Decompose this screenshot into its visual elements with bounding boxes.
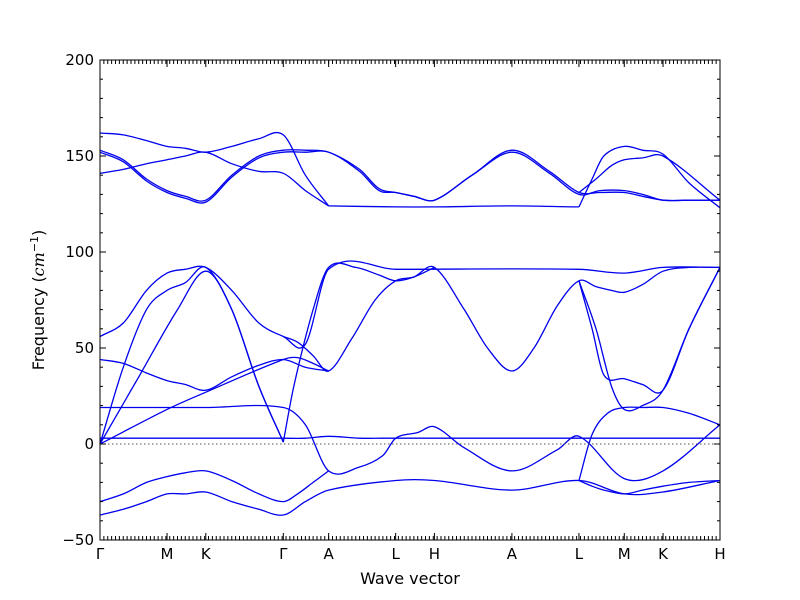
phonon-band-13 <box>99 358 329 392</box>
y-tick-label: 0 <box>84 435 94 453</box>
x-axis-label: Wave vector <box>360 569 460 588</box>
y-axis: −50 0 50 100 150 200 <box>62 51 720 549</box>
y-axis-label: Frequency (cm−1) <box>28 230 48 371</box>
phonon-band-21 <box>578 479 721 495</box>
plot-frame <box>99 59 721 541</box>
x-tick-label: L <box>391 545 400 563</box>
y-tick-label: 200 <box>65 51 94 69</box>
phonon-band-5 <box>328 205 580 208</box>
x-tick-label: L <box>575 545 584 563</box>
y-tick-label: −50 <box>62 531 94 549</box>
x-tick-label: Γ <box>96 545 105 563</box>
phonon-band-19 <box>99 469 329 503</box>
y-tick-label: 150 <box>65 147 94 165</box>
x-tick-label: K <box>658 545 669 563</box>
phonon-band-7 <box>578 153 721 201</box>
x-tick-label: A <box>507 545 518 563</box>
y-axis-label-text: Frequency ( <box>29 276 48 370</box>
x-tick-label: A <box>323 545 334 563</box>
phonon-band-8 <box>99 260 721 349</box>
phonon-band-3 <box>99 150 720 204</box>
phonon-band-14 <box>99 356 329 445</box>
phonon-band-15 <box>578 267 721 394</box>
band-lines <box>99 131 721 516</box>
phonon-band-16 <box>578 267 721 412</box>
phonon-band-4 <box>99 151 329 207</box>
y-tick-label: 100 <box>65 243 94 261</box>
phonon-band-11 <box>282 262 721 443</box>
phonon-band-2 <box>99 149 720 202</box>
phonon-band-12 <box>283 266 435 372</box>
phonon-band-10 <box>99 270 284 445</box>
x-tick-label: K <box>201 545 212 563</box>
phonon-band-18 <box>100 435 720 440</box>
y-axis-label-unit: cm <box>29 252 48 276</box>
x-tick-label: H <box>714 545 725 563</box>
phonon-band-17 <box>100 404 721 482</box>
phonon-band-6 <box>578 145 721 209</box>
x-tick-label: H <box>429 545 440 563</box>
x-tick-label: M <box>618 545 631 563</box>
phonon-band-20 <box>99 478 721 516</box>
x-tick-label: M <box>161 545 174 563</box>
y-tick-label: 50 <box>75 339 94 357</box>
y-axis-label-exponent: −1 <box>28 236 41 252</box>
phonon-band-22 <box>578 406 721 481</box>
phonon-band-9 <box>99 266 284 445</box>
x-tick-label: Γ <box>279 545 288 563</box>
y-axis-label-close: ) <box>29 230 48 236</box>
